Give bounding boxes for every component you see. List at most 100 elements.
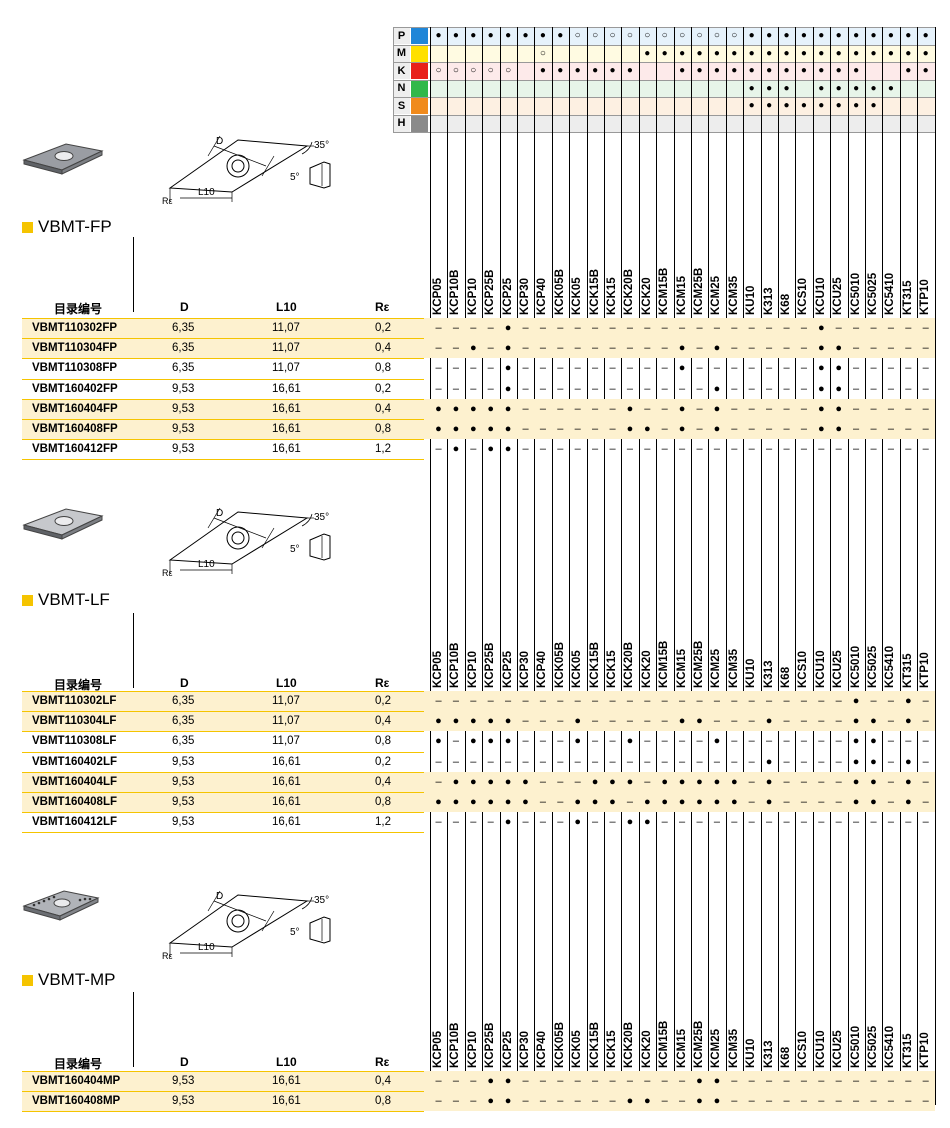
svg-text:35°: 35° (314, 895, 329, 906)
grade-label: KC5025 (867, 1025, 879, 1068)
grade-label: KCK15 (606, 650, 618, 688)
grade-label: KCP25 (501, 650, 514, 688)
available-dot-icon: ● (504, 816, 512, 829)
table-row[interactable]: VBMT110302FP 6,35 11,07 0,2 (22, 318, 424, 338)
not-available-dash: – (766, 816, 773, 829)
not-available-dash: – (609, 755, 616, 768)
grade-label: K68 (780, 293, 792, 315)
not-available-dash: – (470, 1095, 477, 1108)
row-highlight (22, 338, 935, 359)
filled-dot-icon: ● (922, 47, 929, 59)
divider (393, 27, 394, 132)
available-dot-icon: ● (591, 775, 599, 788)
catalog-number: VBMT160408LF (32, 796, 118, 808)
grade-label: KCK15 (606, 1030, 618, 1068)
grade-label: KCM15 (675, 1029, 688, 1068)
table-row[interactable]: VBMT160408MP 9,53 16,61 0,8 (22, 1091, 424, 1111)
grade-label: KCP25B (484, 642, 497, 688)
not-available-dash: – (574, 382, 581, 395)
not-available-dash: – (487, 755, 494, 768)
not-available-dash: – (696, 755, 703, 768)
table-row[interactable]: VBMT160402FP 9,53 16,61 0,2 (22, 379, 424, 399)
not-available-dash: – (713, 715, 720, 728)
not-available-dash: – (522, 342, 529, 355)
not-available-dash: – (853, 402, 860, 415)
not-available-dash: – (679, 443, 686, 456)
filled-dot-icon: ● (870, 100, 877, 111)
not-available-dash: – (661, 342, 668, 355)
available-dot-icon: ● (574, 735, 582, 748)
svg-text:35°: 35° (314, 512, 329, 523)
svg-text:D: D (216, 508, 223, 519)
table-row[interactable]: VBMT110308FP 6,35 11,07 0,8 (22, 358, 424, 378)
not-available-dash: – (766, 342, 773, 355)
grade-label: KCM15B (658, 267, 671, 315)
available-dot-icon: ● (504, 443, 512, 456)
grade-label: KC5010 (849, 272, 862, 315)
grade-label: KCP40 (536, 277, 549, 315)
not-available-dash: – (731, 816, 738, 829)
filled-dot-icon: ● (835, 82, 842, 94)
available-dot-icon: ● (504, 342, 512, 355)
grade-label: KCU25 (832, 650, 845, 688)
row-divider (22, 439, 424, 441)
grade-label: KCS10 (797, 650, 810, 688)
table-row[interactable]: VBMT160408LF 9,53 16,61 0,8 (22, 792, 424, 812)
not-available-dash: – (853, 816, 860, 829)
not-available-dash: – (853, 1095, 860, 1108)
row-divider (22, 398, 424, 400)
not-available-dash: – (470, 443, 477, 456)
not-available-dash: – (870, 382, 877, 395)
available-dot-icon: ● (817, 382, 825, 395)
not-available-dash: – (835, 715, 842, 728)
row-divider (22, 459, 424, 461)
table-row[interactable]: VBMT160404FP 9,53 16,61 0,4 (22, 399, 424, 419)
table-row[interactable]: VBMT160408FP 9,53 16,61 0,8 (22, 419, 424, 439)
not-available-dash: – (435, 362, 442, 375)
divider (393, 132, 935, 133)
table-row[interactable]: VBMT110308LF 6,35 11,07 0,8 (22, 731, 424, 751)
filled-dot-icon: ● (800, 47, 807, 59)
table-row[interactable]: VBMT160404MP 9,53 16,61 0,4 (22, 1071, 424, 1091)
not-available-dash: – (696, 443, 703, 456)
table-row[interactable]: VBMT160404LF 9,53 16,61 0,4 (22, 772, 424, 792)
available-dot-icon: ● (574, 715, 582, 728)
corner-radius-value: 0,4 (375, 715, 391, 728)
grade-label: KCK05 (571, 277, 584, 315)
row-highlight (22, 771, 935, 792)
table-row[interactable]: VBMT110302LF 6,35 11,07 0,2 (22, 691, 424, 711)
available-dot-icon: ● (452, 715, 460, 728)
grade-column-line (447, 27, 449, 1105)
not-available-dash: – (853, 382, 860, 395)
not-available-dash: – (487, 362, 494, 375)
available-dot-icon: ● (643, 1095, 651, 1108)
not-available-dash: – (609, 402, 616, 415)
row-divider (22, 711, 424, 713)
not-available-dash: – (696, 695, 703, 707)
available-dot-icon: ● (835, 342, 843, 355)
available-dot-icon: ● (574, 816, 582, 829)
not-available-dash: – (452, 362, 459, 375)
not-available-dash: – (766, 443, 773, 456)
not-available-dash: – (800, 775, 807, 788)
not-available-dash: – (696, 342, 703, 355)
not-available-dash: – (574, 342, 581, 355)
table-row[interactable]: VBMT160402LF 9,53 16,61 0,2 (22, 752, 424, 772)
open-dot-icon: ○ (470, 65, 477, 76)
not-available-dash: – (922, 382, 929, 395)
table-row[interactable]: VBMT110304FP 6,35 11,07 0,4 (22, 338, 424, 358)
material-letter: P (393, 27, 410, 44)
table-row[interactable]: VBMT160412LF 9,53 16,61 1,2 (22, 812, 424, 832)
table-row[interactable]: VBMT160412FP 9,53 16,61 1,2 (22, 439, 424, 459)
not-available-dash: – (818, 715, 825, 728)
material-letter: M (393, 44, 410, 62)
available-dot-icon: ● (678, 362, 686, 375)
available-dot-icon: ● (835, 382, 843, 395)
filled-dot-icon: ● (835, 65, 842, 76)
not-available-dash: – (452, 735, 459, 748)
material-letter: K (393, 62, 410, 79)
not-available-dash: – (748, 402, 755, 415)
available-dot-icon: ● (504, 322, 512, 334)
not-available-dash: – (592, 1075, 599, 1087)
table-row[interactable]: VBMT110304LF 6,35 11,07 0,4 (22, 711, 424, 731)
